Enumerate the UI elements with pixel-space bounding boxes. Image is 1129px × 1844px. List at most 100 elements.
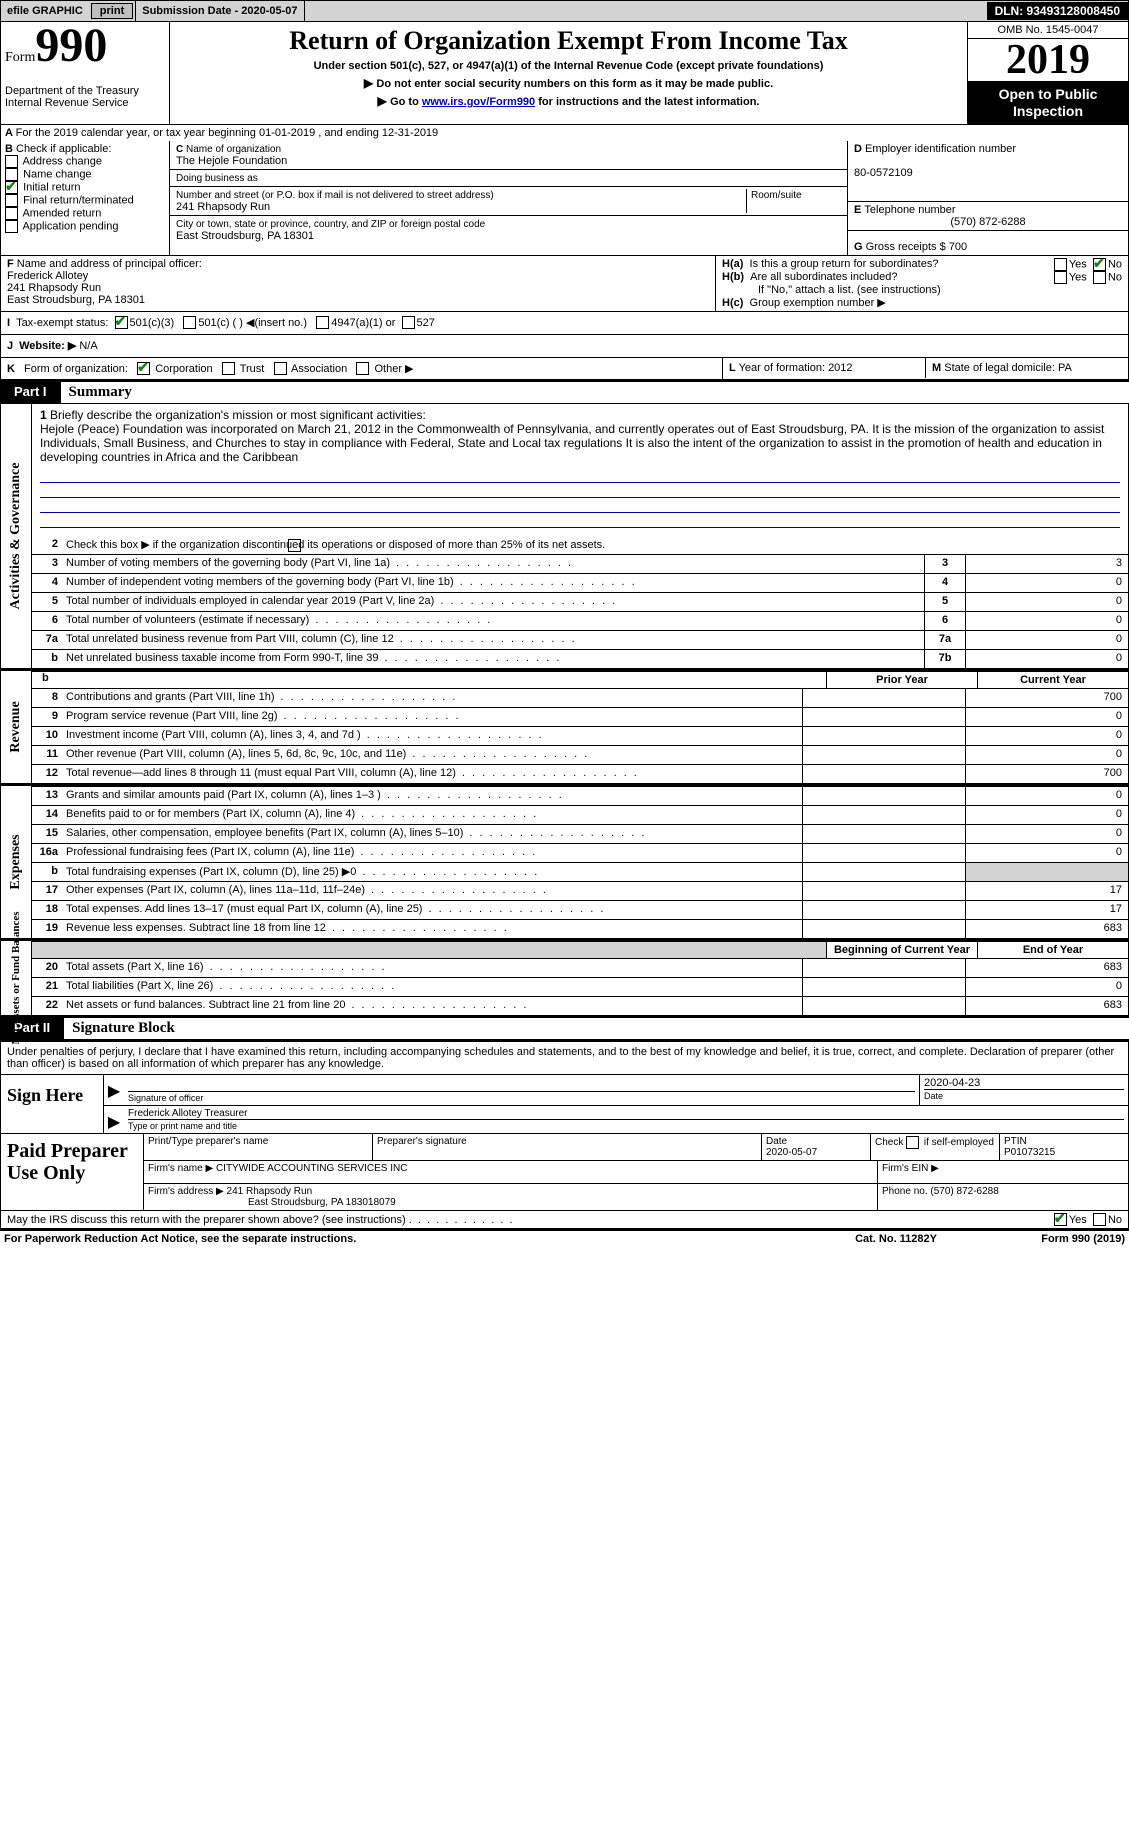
top-banner: efile GRAPHIC print Submission Date - 20…: [0, 0, 1129, 22]
preparer-date: 2020-05-07: [766, 1147, 817, 1158]
form-subtitle: Under section 501(c), 527, or 4947(a)(1)…: [174, 60, 963, 72]
firm-name: CITYWIDE ACCOUNTING SERVICES INC: [216, 1163, 408, 1174]
cb-corporation[interactable]: [137, 362, 150, 375]
summary-row: 7aTotal unrelated business revenue from …: [32, 630, 1128, 649]
open-public-label: Open to Public Inspection: [968, 82, 1128, 124]
cb-final-return[interactable]: [5, 194, 18, 207]
summary-row: bTotal fundraising expenses (Part IX, co…: [32, 862, 1128, 881]
summary-row: 18Total expenses. Add lines 13–17 (must …: [32, 900, 1128, 919]
cb-discuss-no[interactable]: [1093, 1213, 1106, 1226]
cb-4947[interactable]: [316, 316, 329, 329]
cb-trust[interactable]: [222, 362, 235, 375]
header-center: Return of Organization Exempt From Incom…: [170, 22, 967, 124]
cb-hb-yes[interactable]: [1054, 271, 1067, 284]
summary-row: 22Net assets or fund balances. Subtract …: [32, 996, 1128, 1015]
year-formation: 2012: [828, 362, 852, 374]
cb-address-change[interactable]: [5, 155, 18, 168]
summary-row: 17Other expenses (Part IX, column (A), l…: [32, 881, 1128, 900]
dept-treasury: Department of the Treasury: [5, 85, 165, 97]
cb-initial-return[interactable]: [5, 181, 18, 194]
cat-number: Cat. No. 11282Y: [851, 1233, 941, 1245]
summary-row: 16aProfessional fundraising fees (Part I…: [32, 843, 1128, 862]
summary-row: 4Number of independent voting members of…: [32, 573, 1128, 592]
summary-row: 12Total revenue—add lines 8 through 11 (…: [32, 764, 1128, 783]
end-year-header: End of Year: [977, 942, 1128, 958]
efile-label: efile GRAPHIC: [1, 4, 89, 18]
cb-line2[interactable]: [288, 539, 301, 552]
summary-row: 11Other revenue (Part VIII, column (A), …: [32, 745, 1128, 764]
summary-row: 5Total number of individuals employed in…: [32, 592, 1128, 611]
website: N/A: [79, 340, 97, 352]
side-revenue: Revenue: [1, 671, 32, 783]
summary-row: 20Total assets (Part X, line 16)683: [32, 958, 1128, 977]
firm-phone: (570) 872-6288: [930, 1186, 998, 1197]
summary-row: 13Grants and similar amounts paid (Part …: [32, 786, 1128, 805]
cb-association[interactable]: [274, 362, 287, 375]
blank-line: [40, 498, 1120, 513]
summary-row: 6Total number of volunteers (estimate if…: [32, 611, 1128, 630]
summary-row: 14Benefits paid to or for members (Part …: [32, 805, 1128, 824]
tax-year: 2019: [968, 39, 1128, 82]
form-title: Return of Organization Exempt From Incom…: [174, 26, 963, 56]
org-address: 241 Rhapsody Run: [176, 201, 270, 213]
arrow-icon: ▶: [104, 1106, 124, 1133]
cb-application-pending[interactable]: [5, 220, 18, 233]
ein: 80-0572109: [854, 167, 913, 179]
column-b: B Check if applicable: Address change Na…: [1, 141, 170, 255]
summary-row: 15Salaries, other compensation, employee…: [32, 824, 1128, 843]
cb-ha-no[interactable]: [1093, 258, 1106, 271]
begin-year-header: Beginning of Current Year: [826, 942, 977, 958]
firm-addr2: East Stroudsburg, PA 183018079: [248, 1197, 396, 1208]
penalty-text: Under penalties of perjury, I declare th…: [1, 1042, 1128, 1075]
cb-ha-yes[interactable]: [1054, 258, 1067, 271]
state-domicile: PA: [1058, 362, 1072, 374]
paid-preparer-label: Paid Preparer Use Only: [1, 1134, 143, 1210]
org-city: East Stroudsburg, PA 18301: [176, 230, 314, 242]
summary-row: 10Investment income (Part VIII, column (…: [32, 726, 1128, 745]
cb-self-employed[interactable]: [906, 1136, 919, 1149]
cb-other[interactable]: [356, 362, 369, 375]
sign-here-label: Sign Here: [1, 1075, 103, 1133]
officer-box: F Name and address of principal officer:…: [1, 256, 716, 311]
cb-hb-no[interactable]: [1093, 271, 1106, 284]
summary-row: 21Total liabilities (Part X, line 26)0: [32, 977, 1128, 996]
org-name: The Hejole Foundation: [176, 155, 287, 167]
h-box: H(a) Is this a group return for subordin…: [716, 256, 1128, 311]
cb-discuss-yes[interactable]: [1054, 1213, 1067, 1226]
current-year-header: Current Year: [977, 672, 1128, 688]
paperwork-notice: For Paperwork Reduction Act Notice, see …: [0, 1233, 851, 1245]
cb-amended-return[interactable]: [5, 207, 18, 220]
firm-addr1: 241 Rhapsody Run: [227, 1186, 313, 1197]
arrow-icon: ▶: [104, 1075, 124, 1105]
officer-name: Frederick Allotey: [7, 270, 88, 282]
prior-year-header: Prior Year: [826, 672, 977, 688]
blank-line: [40, 483, 1120, 498]
header-right: OMB No. 1545-0047 2019 Open to Public In…: [967, 22, 1128, 124]
row-a: A For the 2019 calendar year, or tax yea…: [0, 124, 1129, 141]
blank-line: [40, 468, 1120, 483]
discuss-text: May the IRS discuss this return with the…: [7, 1214, 406, 1226]
part-ii-header: Part II Signature Block: [0, 1016, 1129, 1040]
submission-date: Submission Date - 2020-05-07: [136, 4, 303, 18]
mission-text: Hejole (Peace) Foundation was incorporat…: [40, 422, 1104, 464]
sign-date: 2020-04-23: [924, 1077, 980, 1089]
irs-label: Internal Revenue Service: [5, 97, 165, 109]
side-netassets: Net Assets or Fund Balances: [1, 941, 32, 1015]
irs-link[interactable]: www.irs.gov/Form990: [422, 96, 535, 108]
summary-row: 3Number of voting members of the governi…: [32, 554, 1128, 573]
summary-row: 8Contributions and grants (Part VIII, li…: [32, 688, 1128, 707]
dln-label: DLN: 93493128008450: [987, 2, 1128, 20]
cb-527[interactable]: [402, 316, 415, 329]
print-button[interactable]: print: [91, 3, 133, 19]
phone: (570) 872-6288: [854, 216, 1122, 228]
summary-row: bNet unrelated business taxable income f…: [32, 649, 1128, 668]
gross-receipts: 700: [949, 241, 967, 253]
officer-print-name: Frederick Allotey Treasurer: [128, 1108, 1124, 1119]
instr-ssn: Do not enter social security numbers on …: [376, 78, 773, 90]
summary-row: 9Program service revenue (Part VIII, lin…: [32, 707, 1128, 726]
ptin: P01073215: [1004, 1147, 1055, 1158]
part-i-header: Part I Summary: [0, 380, 1129, 404]
cb-501c3[interactable]: [115, 316, 128, 329]
cb-501c[interactable]: [183, 316, 196, 329]
form-number-box: Form990 Department of the Treasury Inter…: [1, 22, 170, 124]
